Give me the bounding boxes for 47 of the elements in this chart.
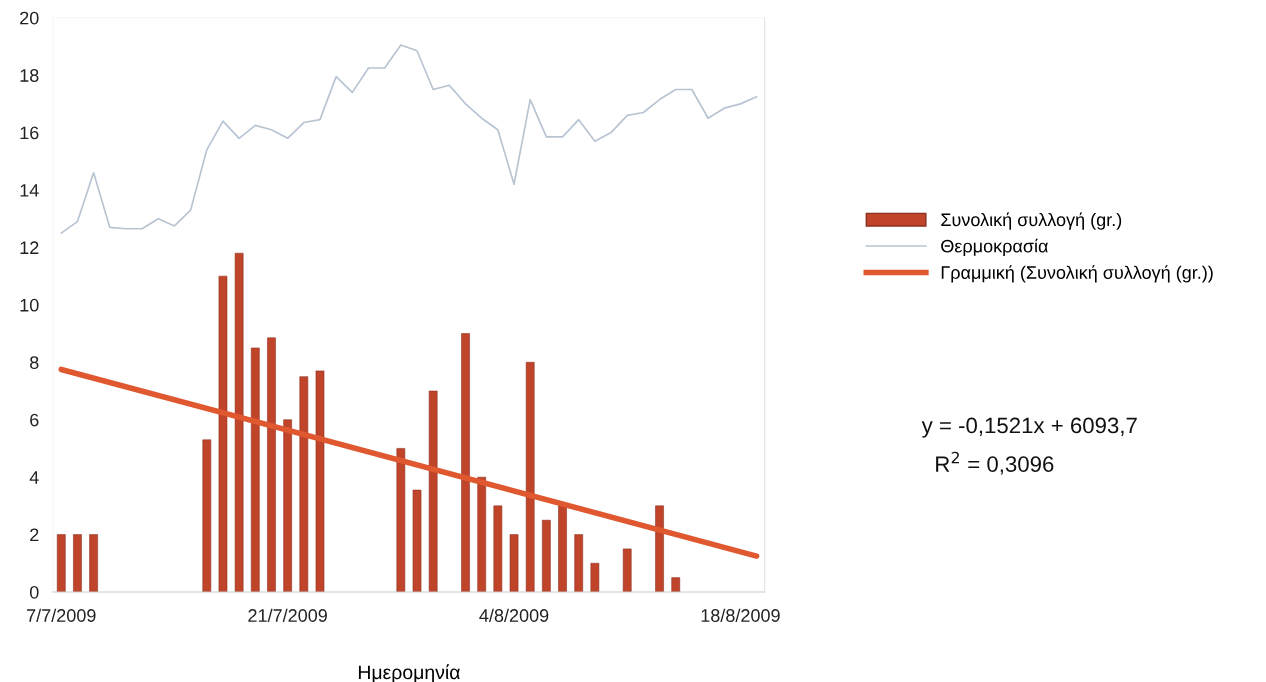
bar [525,362,535,592]
bar [509,534,519,592]
bar [283,419,292,592]
text: R$^{2}$ = 0,3096 [936,451,1054,475]
bar [250,347,260,592]
bar [622,548,632,592]
bar [234,252,244,592]
bar [412,489,422,592]
bar [574,534,584,592]
x-tick-label: 4/8/2009 [479,608,549,622]
y-tick-label: 16 [20,126,39,140]
bar [542,519,551,592]
bar [202,439,212,592]
bar [558,505,567,592]
legend-label: Θερμοκρασία [941,238,1048,257]
y-tick-label: 10 [20,298,39,312]
x-tick-label: 18/8/2009 [701,608,780,622]
y-tick-label: 12 [20,241,39,254]
y-tick-label: 0 [29,585,39,599]
x-tick-label: 7/7/2009 [27,608,96,622]
text: y = -0,1521x + 6093,7 [921,417,1137,438]
y-tick-label: 14 [20,184,39,197]
bar [477,476,487,592]
bar [267,337,276,592]
bar [299,376,309,592]
bar [396,448,406,592]
line-series [60,44,758,234]
bar [428,390,438,592]
legend-label: Συνολική συλλογή (gr.) [941,212,1122,230]
bar [493,505,503,592]
bar [671,577,681,592]
bar [56,534,66,592]
y-tick-label: 4 [29,471,39,484]
bar [655,505,664,592]
legend-label: Γραμμική (Συνολική συλλογή (gr.)) [941,265,1213,283]
y-tick-label: 6 [30,413,39,427]
bar [315,370,325,592]
bar [89,534,98,592]
y-tick-label: 20 [20,11,39,25]
bar [461,333,470,592]
y-tick-label: 2 [30,528,39,542]
bar [590,562,600,592]
y-tick-label: 8 [30,356,39,369]
bar [218,275,228,592]
bar [73,534,82,592]
x-tick-label: 21/7/2009 [248,608,327,622]
y-tick-label: 18 [20,69,39,82]
